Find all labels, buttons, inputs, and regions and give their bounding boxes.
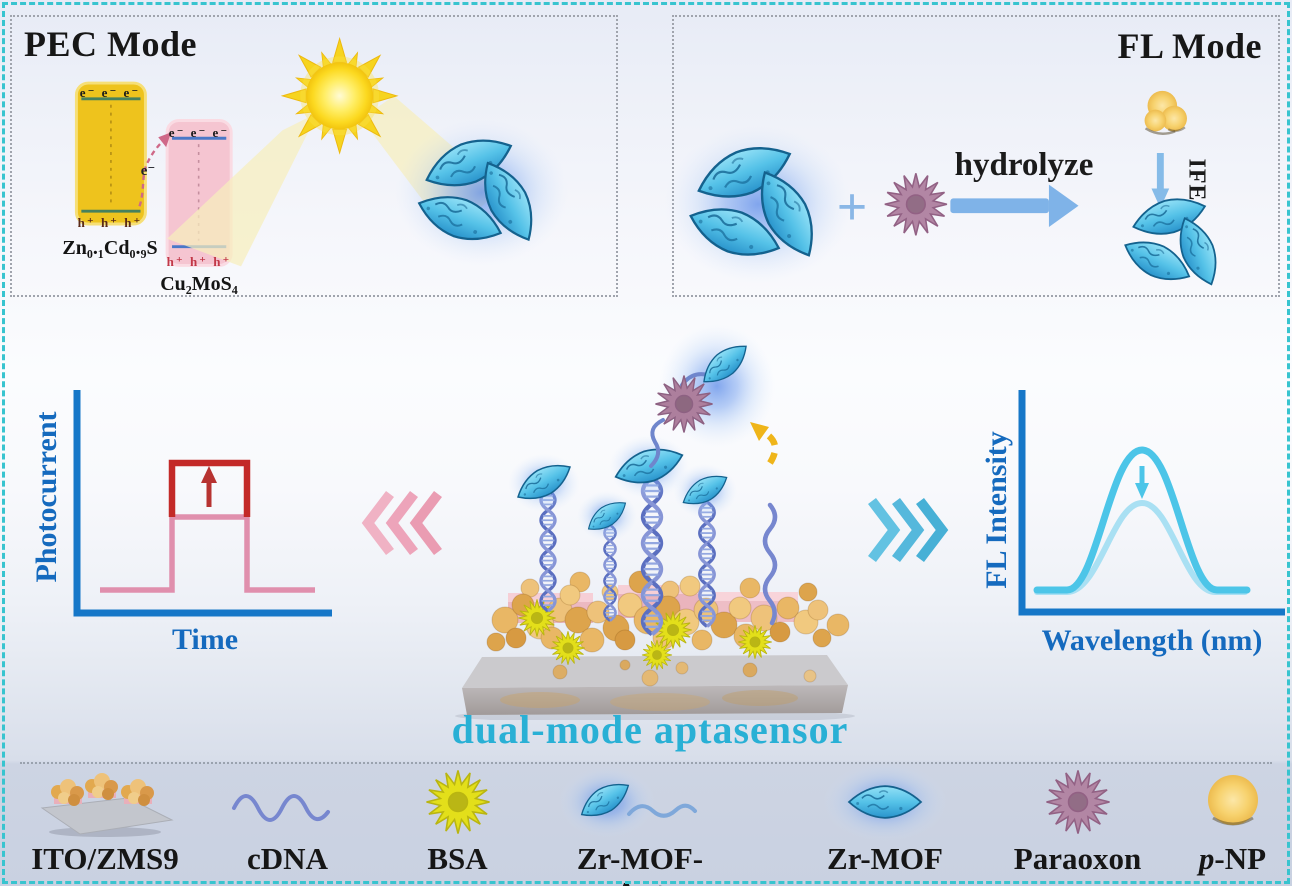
sun-icon xyxy=(281,38,398,154)
mof-aptamer-icon xyxy=(559,766,697,838)
pec-illustration xyxy=(74,38,616,267)
light-beam-left xyxy=(167,112,318,267)
fluorescence-xlabel: Wavelength (nm) xyxy=(1041,624,1263,657)
paraoxon-icon xyxy=(884,172,948,237)
legend-label-suffix: -NP xyxy=(1214,841,1267,876)
legend-label: BSA xyxy=(427,841,488,876)
gold-cluster xyxy=(121,779,154,806)
legend-label: p-NP xyxy=(1165,841,1292,876)
fl-curve-before xyxy=(1033,446,1251,594)
legend-label: Zr-MOF-Apt xyxy=(576,841,704,886)
band1-electrons-label: e⁻ e⁻ e⁻ xyxy=(79,85,141,100)
hydrolyze-arrow xyxy=(950,184,1079,227)
chevrons-left-icon xyxy=(361,490,442,556)
plus-sign: + xyxy=(836,177,868,237)
fl-illustration xyxy=(674,90,1278,295)
photocurrent-baseline-curve xyxy=(100,514,315,593)
photocurrent-xlabel: Time xyxy=(171,623,239,656)
legend-item-zr-mof: Zr-MOF xyxy=(800,762,970,876)
legend-separator xyxy=(20,762,1272,764)
electron-label: e⁻ xyxy=(140,163,156,179)
band2-holes-label: h⁺ h⁺ h⁺ xyxy=(166,254,232,269)
hydrolyze-label: hydrolyze xyxy=(954,147,1094,183)
pec-mode-title: PEC Mode xyxy=(24,24,197,64)
cdna-strand xyxy=(762,502,778,626)
fluorescence-ylabel: FL Intensity xyxy=(980,431,1013,589)
legend-item-bsa: BSA xyxy=(395,762,520,876)
chevrons-right-icon xyxy=(868,497,949,563)
band1-label: Zn₀.₁Cd₀.₉S xyxy=(62,237,158,259)
release-arrow-icon xyxy=(750,422,779,465)
fl-mode-title: FL Mode xyxy=(1117,26,1262,66)
zr-mof-apt-caps xyxy=(508,435,737,541)
band2-electrons-label: e⁻ e⁻ e⁻ xyxy=(168,125,230,140)
fl-curve-after xyxy=(1034,499,1248,595)
released-complex xyxy=(649,324,775,468)
legend-item-p-np: p-NP xyxy=(1165,762,1292,876)
legend-item-cdna: cDNA xyxy=(215,762,360,876)
band1-holes-label: h⁺ h⁺ h⁺ xyxy=(77,215,143,230)
gold-cluster xyxy=(85,773,118,800)
pec-mode-panel: PEC Mode e⁻ e⁻ e⁻ h⁺ h⁺ h⁺ Zn₀.₁Cd₀.₉S e… xyxy=(10,15,618,297)
electron-transfer-arrow xyxy=(138,139,165,207)
ife-label: IFE xyxy=(1183,158,1210,202)
photocurrent-axes xyxy=(73,390,332,617)
fluorescence-chart xyxy=(1018,390,1285,616)
zr-mof-quenched-icon xyxy=(1116,183,1235,295)
ito-glass-slab xyxy=(455,655,855,720)
increase-arrow-icon xyxy=(201,466,217,507)
p-np-molecule-icon xyxy=(1144,90,1187,135)
zr-mof-glowing-icon xyxy=(664,126,851,284)
legend-item-paraoxon: Paraoxon xyxy=(1005,762,1150,876)
legend-item-zr-mof-apt: Zr-MOF-Apt xyxy=(555,762,725,886)
electrode-icon xyxy=(40,773,174,837)
zr-mof-glowing-icon xyxy=(395,120,569,266)
yellow-sphere-icon xyxy=(1207,775,1258,826)
legend-label: Zr-MOF xyxy=(827,841,943,876)
glowing-mof-icon xyxy=(823,762,947,842)
photocurrent-enhanced-curve xyxy=(168,459,251,517)
fluorescence-axes xyxy=(1018,390,1285,616)
legend-label: cDNA xyxy=(247,841,328,876)
decrease-arrow-icon xyxy=(1135,466,1149,499)
photocurrent-chart xyxy=(73,390,332,617)
photocurrent-ylabel: Photocurrent xyxy=(30,411,63,583)
legend-label-italic-p: p xyxy=(1198,841,1215,876)
figure-caption: dual-mode aptasensor xyxy=(451,707,849,752)
yellow-burst-icon xyxy=(425,769,490,835)
wavy-strand-icon xyxy=(231,794,330,822)
legend-label: Paraoxon xyxy=(1013,841,1142,876)
legend-item-ito-zms9: ITO/ZMS9 xyxy=(30,762,180,876)
spiky-ball-icon xyxy=(1045,769,1110,835)
gold-cluster xyxy=(51,779,84,806)
ife-arrow xyxy=(1151,153,1170,209)
aptasensor-illustration xyxy=(455,324,855,720)
legend-label: ITO/ZMS9 xyxy=(31,841,179,876)
band2-label: Cu₂MoS₄ xyxy=(160,273,238,295)
fl-mode-panel: FL Mode + hydrolyze IFE xyxy=(672,15,1280,297)
